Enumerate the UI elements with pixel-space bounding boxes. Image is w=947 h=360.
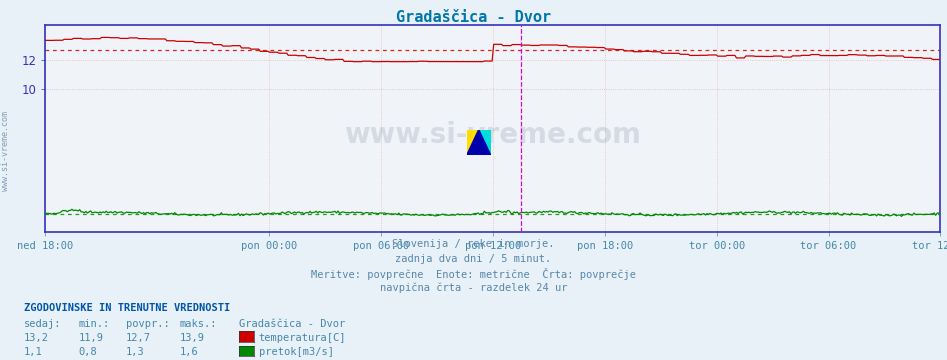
Text: Slovenija / reke in morje.: Slovenija / reke in morje.	[392, 239, 555, 249]
Text: 12,7: 12,7	[126, 333, 151, 343]
Text: 13,2: 13,2	[24, 333, 48, 343]
Text: 13,9: 13,9	[180, 333, 205, 343]
Text: pretok[m3/s]: pretok[m3/s]	[259, 347, 333, 357]
Text: www.si-vreme.com: www.si-vreme.com	[345, 121, 641, 149]
Text: maks.:: maks.:	[180, 319, 218, 329]
Text: min.:: min.:	[79, 319, 110, 329]
Polygon shape	[467, 130, 479, 155]
Text: temperatura[C]: temperatura[C]	[259, 333, 346, 343]
Text: Gradaščica - Dvor: Gradaščica - Dvor	[239, 319, 345, 329]
Polygon shape	[479, 130, 491, 155]
Polygon shape	[467, 130, 491, 155]
Text: povpr.:: povpr.:	[126, 319, 170, 329]
Text: zadnja dva dni / 5 minut.: zadnja dva dni / 5 minut.	[396, 254, 551, 264]
Text: 11,9: 11,9	[79, 333, 103, 343]
Text: 1,6: 1,6	[180, 347, 199, 357]
Text: 1,1: 1,1	[24, 347, 43, 357]
Text: www.si-vreme.com: www.si-vreme.com	[1, 111, 10, 191]
Text: sedaj:: sedaj:	[24, 319, 62, 329]
Text: Meritve: povprečne  Enote: metrične  Črta: povprečje: Meritve: povprečne Enote: metrične Črta:…	[311, 268, 636, 280]
Text: 1,3: 1,3	[126, 347, 145, 357]
Text: Gradaščica - Dvor: Gradaščica - Dvor	[396, 10, 551, 25]
Text: ZGODOVINSKE IN TRENUTNE VREDNOSTI: ZGODOVINSKE IN TRENUTNE VREDNOSTI	[24, 303, 230, 314]
Text: 0,8: 0,8	[79, 347, 98, 357]
Text: navpična črta - razdelek 24 ur: navpična črta - razdelek 24 ur	[380, 283, 567, 293]
